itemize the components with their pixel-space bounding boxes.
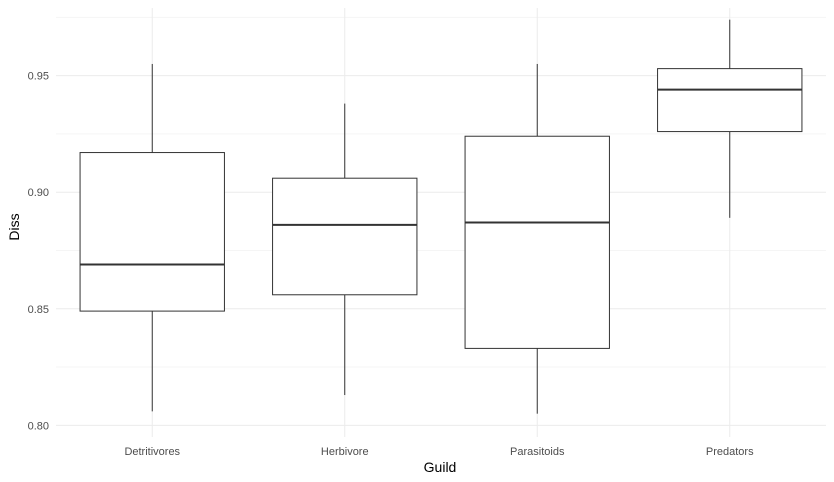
boxes-layer <box>79 19 803 414</box>
y-tick-labels: 0.80 0.85 0.90 0.95 <box>28 71 49 433</box>
x-tick-label: Herbivore <box>321 446 369 458</box>
box-iqr <box>464 135 610 349</box>
y-tick-label: 0.85 <box>28 304 49 316</box>
y-tick-label: 0.80 <box>28 420 49 432</box>
y-tick-label: 0.90 <box>28 187 49 199</box>
box-iqr <box>79 152 225 312</box>
x-tick-labels: Detritivores Herbivore Parasitoids Predator… <box>124 446 754 458</box>
box-iqr <box>272 177 418 296</box>
x-tick-label: Predators <box>706 446 754 458</box>
x-axis-title: Guild <box>424 459 457 475</box>
box-detritivores <box>79 63 225 412</box>
x-tick-label: Detritivores <box>124 446 180 458</box>
box-iqr <box>657 68 803 133</box>
y-axis-title: Diss <box>6 213 22 240</box>
box-herbivore <box>272 103 418 396</box>
x-tick-label: Parasitoids <box>510 446 565 458</box>
y-tick-label: 0.95 <box>28 71 49 83</box>
box-predators <box>657 19 803 218</box>
box-parasitoids <box>464 63 610 414</box>
